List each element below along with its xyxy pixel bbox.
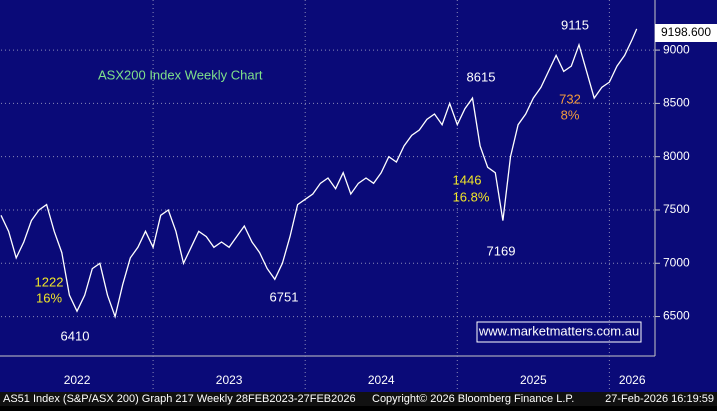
y-tick-label: 6500 — [663, 309, 690, 323]
x-tick-label: 2026 — [619, 373, 646, 387]
annotation: 7169 — [487, 243, 516, 258]
x-tick-label: 2025 — [520, 373, 547, 387]
y-tick-label: 7000 — [663, 255, 690, 269]
annotation: 8% — [561, 107, 580, 122]
annotation: 9115 — [561, 17, 589, 32]
annotation: 16.8% — [453, 189, 490, 204]
y-tick-label: 8500 — [663, 96, 690, 110]
watermark: www.marketmatters.com.au — [478, 323, 639, 338]
footer-left: AS51 Index (S&P/ASX 200) Graph 217 Weekl… — [3, 393, 356, 405]
annotation: 8615 — [467, 69, 496, 84]
x-tick-label: 2022 — [64, 373, 91, 387]
y-tick-label: 7500 — [663, 202, 690, 216]
y-tick-label: 9000 — [663, 42, 690, 56]
chart-title: ASX200 Index Weekly Chart — [98, 67, 263, 82]
last-value-box — [655, 24, 717, 42]
footer-date: 27-Feb-2026 16:19:59 — [605, 393, 714, 405]
annotation: 1222 — [35, 274, 64, 289]
annotation: 6751 — [270, 289, 299, 304]
footer-background — [0, 392, 717, 406]
annotation: 16% — [36, 290, 62, 305]
watermark-box — [476, 321, 642, 343]
annotation: 1446 — [453, 172, 482, 187]
x-tick-label: 2024 — [368, 373, 395, 387]
annotation: 732 — [559, 91, 581, 106]
last-value-label: 9198.600 — [661, 25, 711, 39]
price-line — [0, 28, 638, 319]
annotation: 6410 — [61, 328, 90, 343]
x-tick-label: 2023 — [216, 373, 243, 387]
footer-copyright: Copyright© 2026 Bloomberg Finance L.P. — [372, 393, 574, 405]
y-tick-label: 8000 — [663, 149, 690, 163]
